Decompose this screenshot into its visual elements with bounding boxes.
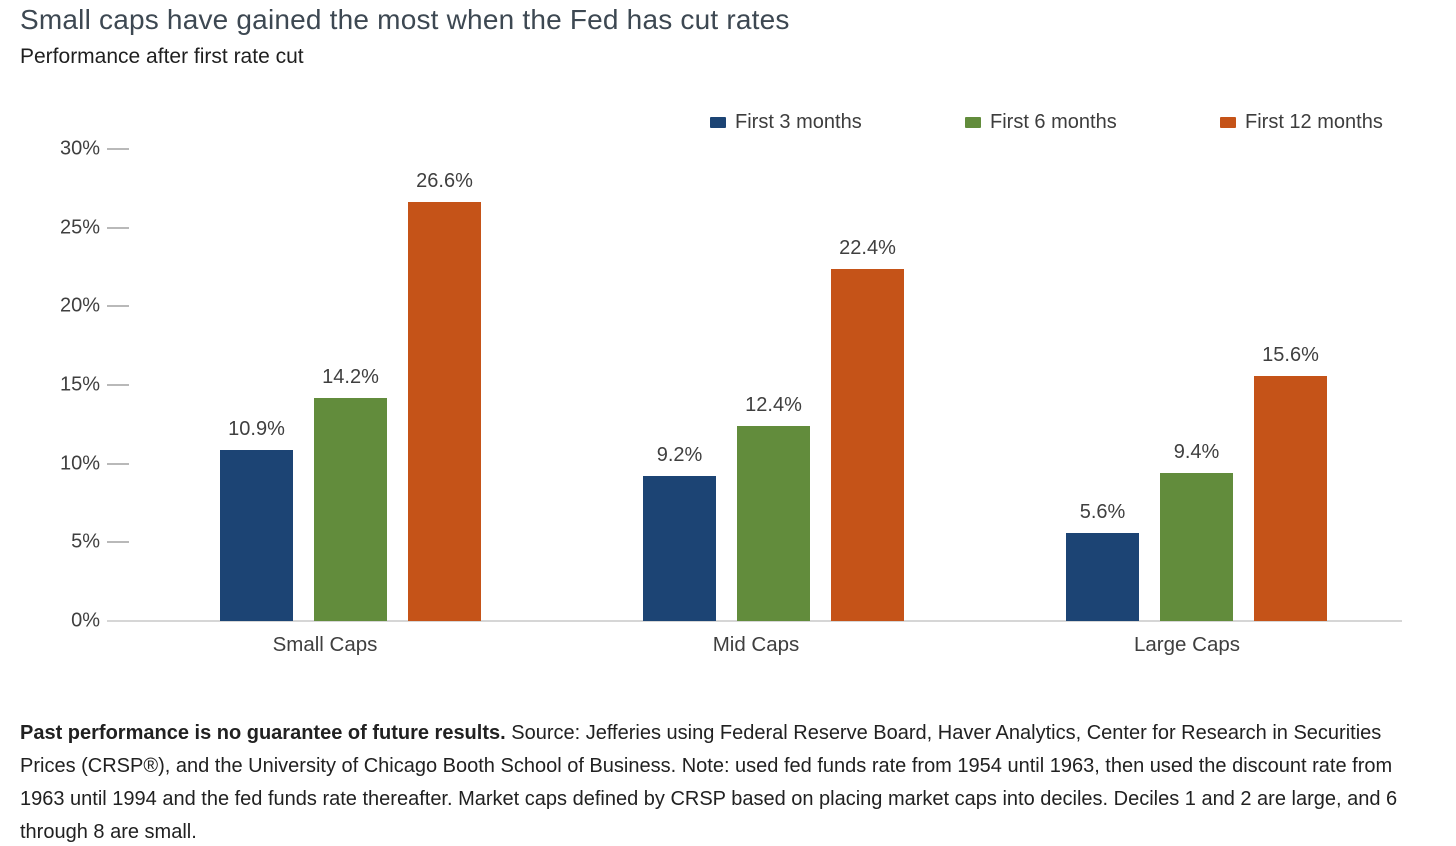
bar-value-label: 14.2% bbox=[322, 366, 379, 388]
bar-value-label: 22.4% bbox=[839, 237, 896, 259]
legend-label: First 6 months bbox=[990, 111, 1117, 133]
y-axis: 30% 25% 20% 15% 10% 5% 0% bbox=[30, 138, 100, 632]
y-tick-label: 20% bbox=[59, 294, 100, 317]
plot-area: 10.9% 14.2% 26.6% Small Caps 9.2% 12.4% 22.4% M… bbox=[107, 148, 1402, 656]
y-tick-mark bbox=[107, 226, 129, 229]
y-tick-mark bbox=[107, 462, 129, 465]
y-tick-label: 15% bbox=[59, 373, 100, 396]
footnote-source: Source: Jefferies using Federal Reserve … bbox=[20, 722, 1398, 843]
y-tick-label: 10% bbox=[59, 452, 100, 475]
bar-value-label: 10.9% bbox=[228, 418, 285, 440]
y-tick-mark bbox=[107, 305, 129, 308]
bar-group-mid-caps: 9.2% 12.4% 22.4% bbox=[643, 149, 904, 621]
bar bbox=[831, 269, 904, 621]
y-tick-mark bbox=[107, 148, 129, 150]
bar bbox=[737, 426, 810, 621]
footnote-disclaimer: Past performance is no guarantee of futu… bbox=[20, 722, 506, 744]
category-label: Small Caps bbox=[272, 633, 378, 656]
bar-value-label: 5.6% bbox=[1079, 501, 1126, 523]
bar-value-label: 12.4% bbox=[745, 394, 802, 416]
chart-title: Small caps have gained the most when the… bbox=[20, 4, 790, 35]
bar bbox=[643, 476, 716, 621]
bar-group-large-caps: 5.6% 9.4% 15.6% bbox=[1066, 149, 1327, 621]
legend-label: First 3 months bbox=[735, 111, 862, 133]
legend-item: First 6 months bbox=[965, 111, 1117, 134]
bar bbox=[314, 398, 387, 621]
legend-label: First 12 months bbox=[1245, 111, 1383, 133]
legend-swatch-icon bbox=[1220, 117, 1236, 128]
y-tick-label: 5% bbox=[71, 530, 100, 553]
footnote: Past performance is no guarantee of futu… bbox=[20, 717, 1426, 846]
legend-swatch-icon bbox=[965, 117, 981, 128]
bar bbox=[408, 202, 481, 621]
bar-group-small-caps: 10.9% 14.2% 26.6% bbox=[220, 149, 481, 621]
category-label: Mid Caps bbox=[712, 633, 800, 656]
bar bbox=[1066, 533, 1139, 621]
chart-subtitle: Performance after first rate cut bbox=[20, 45, 304, 68]
y-tick-label: 25% bbox=[59, 216, 100, 239]
y-tick-label: 0% bbox=[71, 609, 100, 632]
bar bbox=[1254, 376, 1327, 621]
y-tick-label: 30% bbox=[59, 137, 100, 160]
y-tick-mark bbox=[107, 541, 129, 544]
bar-value-label: 15.6% bbox=[1262, 344, 1319, 366]
bar-value-label: 9.4% bbox=[1173, 441, 1220, 463]
bar-value-label: 26.6% bbox=[416, 170, 473, 192]
legend-swatch-icon bbox=[710, 117, 726, 128]
bar-value-label: 9.2% bbox=[656, 444, 703, 466]
legend-item: First 3 months bbox=[710, 111, 862, 134]
bar bbox=[220, 450, 293, 621]
bar bbox=[1160, 473, 1233, 621]
x-axis-line bbox=[107, 620, 1402, 622]
category-label: Large Caps bbox=[1134, 633, 1240, 656]
y-tick-mark bbox=[107, 384, 129, 386]
legend-item: First 12 months bbox=[1220, 111, 1383, 134]
